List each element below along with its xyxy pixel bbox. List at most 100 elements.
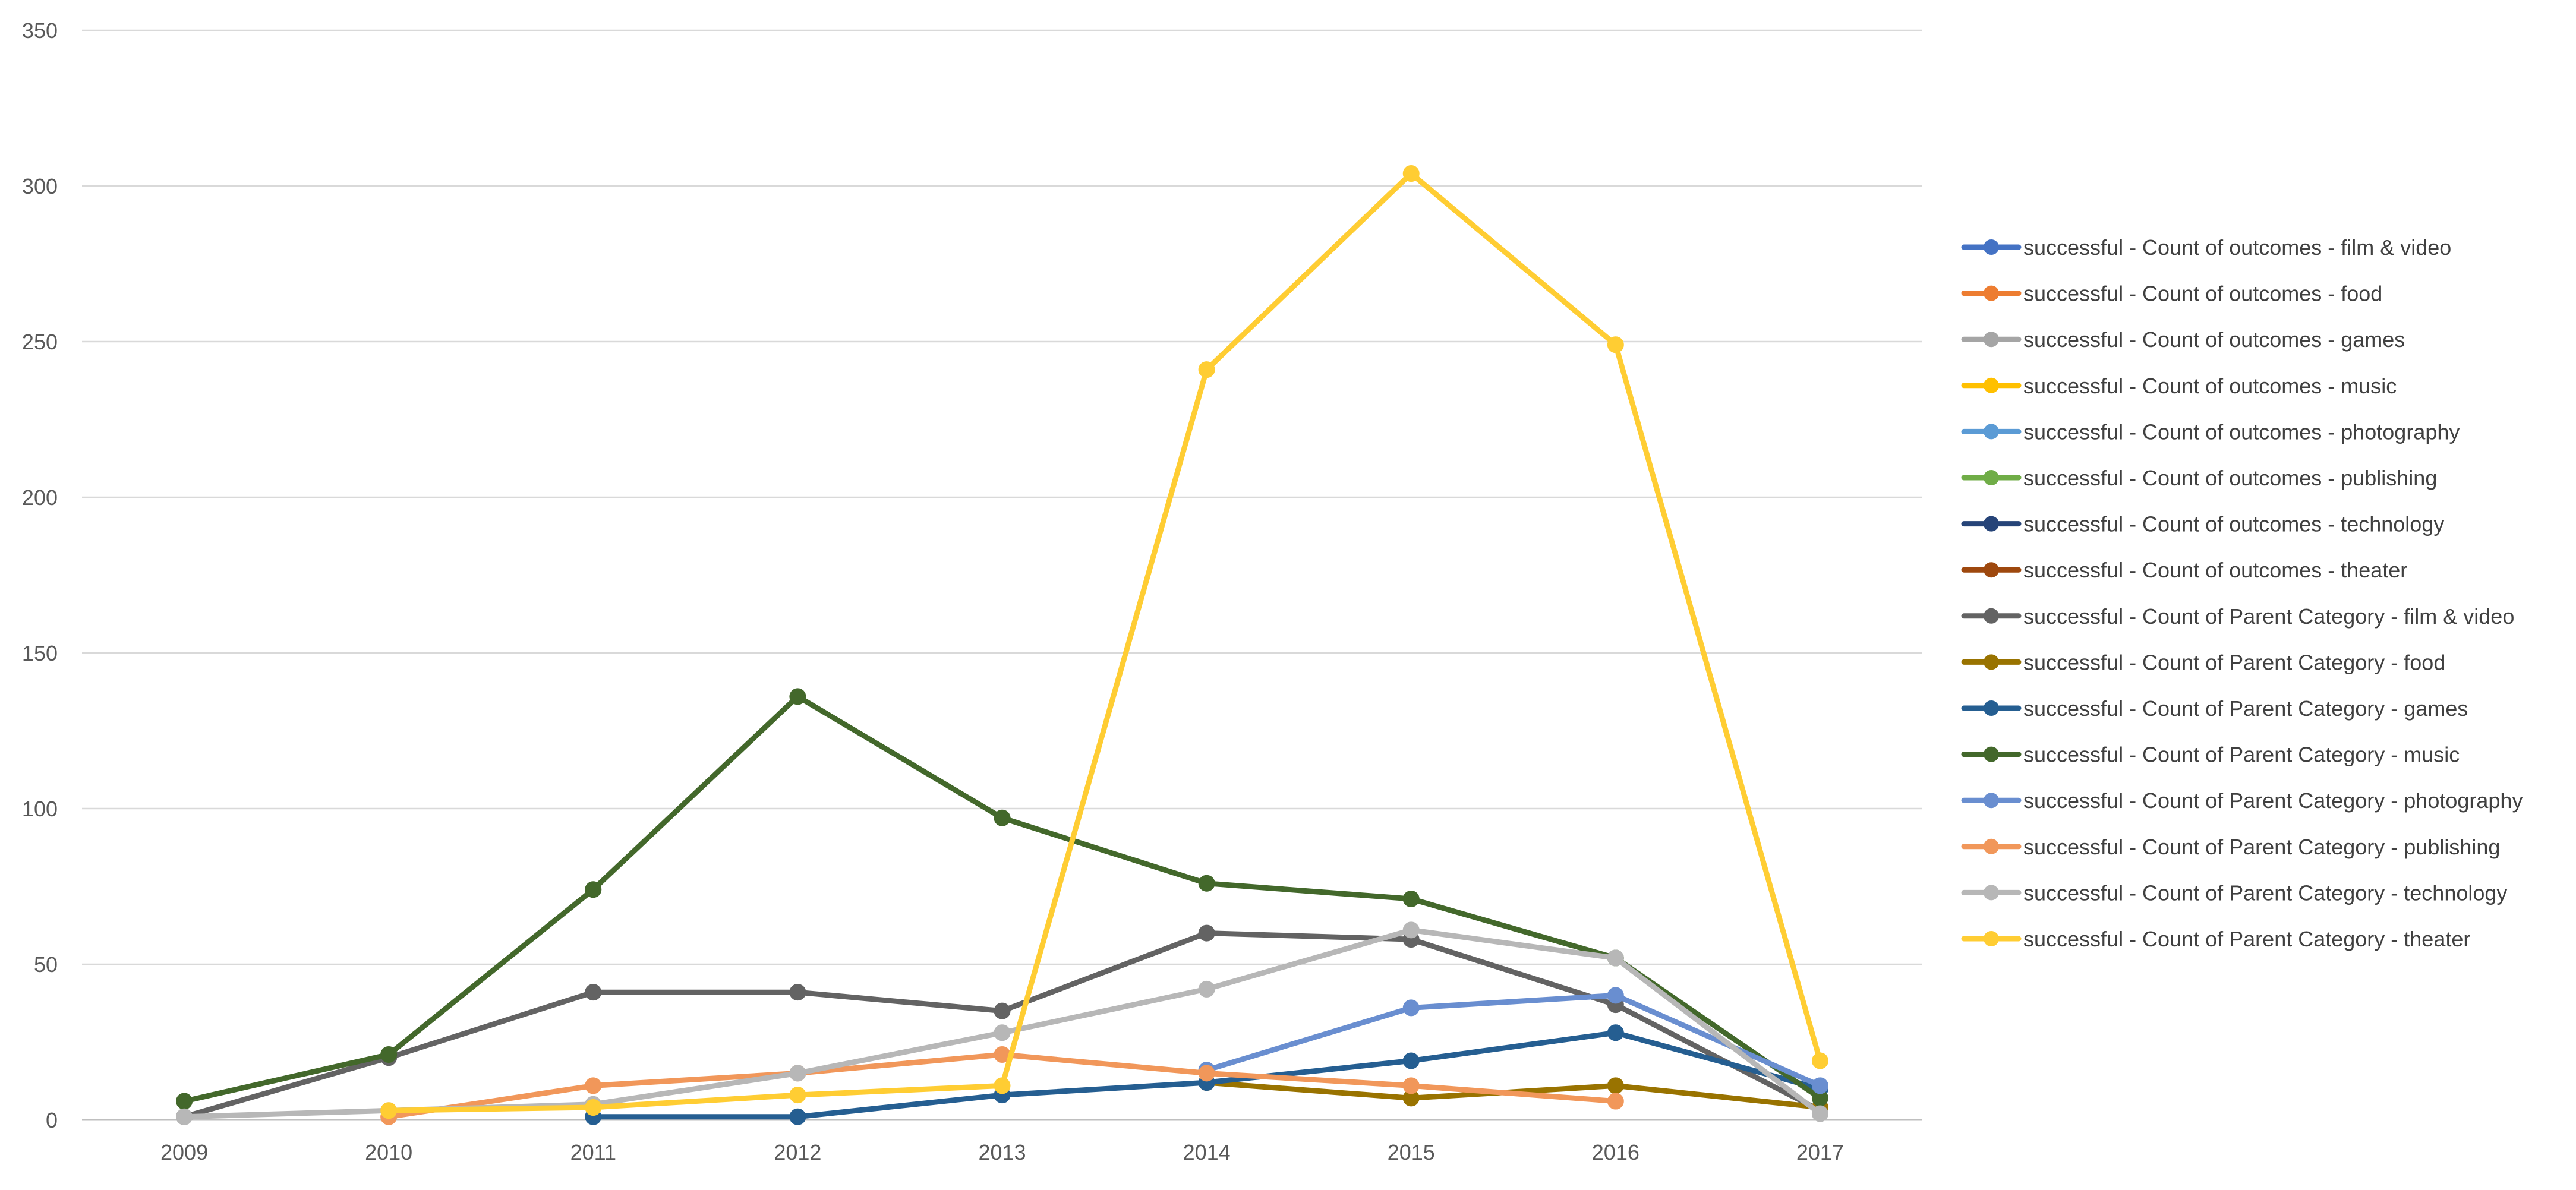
series-line <box>386 171 1823 1113</box>
x-tick-label: 2013 <box>978 1140 1026 1164</box>
data-point <box>1198 924 1215 942</box>
data-point <box>789 1108 806 1125</box>
legend-item: successful - Count of outcomes - photogr… <box>1961 419 2460 444</box>
data-point <box>176 1093 193 1110</box>
legend-swatch-marker <box>1984 516 1999 532</box>
y-tick-label: 250 <box>22 330 58 354</box>
data-point <box>585 881 602 898</box>
legend-swatch-marker <box>1984 285 1999 301</box>
data-point <box>1402 1077 1420 1094</box>
y-tick-label: 200 <box>22 485 58 510</box>
data-point <box>1811 1077 1828 1094</box>
legend-swatch-marker <box>1984 838 1999 854</box>
legend-label: successful - Count of outcomes - photogr… <box>2023 419 2460 444</box>
x-tick-label: 2012 <box>774 1140 821 1164</box>
data-point <box>789 688 806 705</box>
legend-label: successful - Count of Parent Category - … <box>2023 927 2470 951</box>
data-point <box>380 1102 398 1119</box>
legend-swatch-marker <box>1984 239 1999 255</box>
legend-item: successful - Count of Parent Category - … <box>1961 880 2507 905</box>
legend-item: successful - Count of Parent Category - … <box>1961 650 2445 674</box>
legend-swatch-marker <box>1984 746 1999 762</box>
data-point <box>994 1077 1011 1094</box>
data-point <box>1607 336 1624 353</box>
legend-swatch-marker <box>1984 377 1999 393</box>
data-point <box>585 1099 602 1116</box>
data-point <box>1198 1065 1215 1082</box>
legend-label: successful - Count of Parent Category - … <box>2023 835 2500 859</box>
data-point <box>1811 1052 1828 1069</box>
y-tick-label: 150 <box>22 641 58 665</box>
y-axis-ticks: 0 50 100 150 200 250 300 350 <box>22 18 58 1132</box>
legend-item: successful - Count of Parent Category - … <box>1961 743 2460 767</box>
legend-label: successful - Count of outcomes - music <box>2023 374 2397 398</box>
legend-item: successful - Count of Parent Category - … <box>1961 788 2523 813</box>
legend-item: successful - Count of outcomes - games <box>1961 327 2405 352</box>
y-tick-label: 350 <box>22 18 58 43</box>
data-point <box>1811 1105 1828 1122</box>
x-axis-ticks: 2009 2010 2011 2012 2013 2014 2015 2016 2017 <box>160 1140 1844 1164</box>
data-point <box>585 1077 602 1094</box>
data-point <box>994 809 1011 826</box>
legend-swatch-marker <box>1984 931 1999 946</box>
legend-label: successful - Count of outcomes - food <box>2023 282 2382 306</box>
legend-label: successful - Count of outcomes - film & … <box>2023 235 2451 260</box>
legend-item: successful - Count of Parent Category - … <box>1961 927 2470 951</box>
data-point <box>1607 987 1624 1004</box>
data-point <box>994 1002 1011 1019</box>
data-point <box>1402 1052 1420 1069</box>
x-tick-label: 2017 <box>1796 1140 1844 1164</box>
data-point <box>1607 1077 1624 1094</box>
x-tick-label: 2009 <box>160 1140 208 1164</box>
data-point <box>176 1108 193 1125</box>
data-point <box>1402 165 1420 182</box>
data-point <box>1198 875 1215 892</box>
data-point <box>1402 999 1420 1017</box>
y-tick-label: 300 <box>22 174 58 198</box>
legend-item: successful - Count of outcomes - technol… <box>1961 512 2444 536</box>
legend-swatch-marker <box>1984 470 1999 485</box>
legend-label: successful - Count of Parent Category - … <box>2023 880 2507 905</box>
y-tick-label: 100 <box>22 797 58 821</box>
legend-item: successful - Count of outcomes - food <box>1961 282 2382 306</box>
legend-item: successful - Count of outcomes - theater <box>1961 558 2407 582</box>
x-tick-label: 2011 <box>570 1140 616 1164</box>
y-tick-label: 0 <box>46 1108 58 1132</box>
legend-label: successful - Count of outcomes - publish… <box>2023 466 2437 490</box>
data-point <box>789 1087 806 1104</box>
data-point <box>994 1024 1011 1041</box>
x-tick-label: 2014 <box>1183 1140 1231 1164</box>
legend-label: successful - Count of Parent Category - … <box>2023 696 2468 721</box>
data-point <box>1607 949 1624 967</box>
legend-label: successful - Count of Parent Category - … <box>2023 650 2445 674</box>
legend-label: successful - Count of Parent Category - … <box>2023 743 2460 767</box>
legend-item: successful - Count of outcomes - publish… <box>1961 466 2437 490</box>
legend-swatch-marker <box>1984 700 1999 716</box>
x-tick-label: 2010 <box>365 1140 412 1164</box>
legend-swatch-marker <box>1984 654 1999 670</box>
data-point <box>380 1046 398 1063</box>
legend-swatch-marker <box>1984 608 1999 624</box>
legend-item: successful - Count of Parent Category - … <box>1961 835 2500 859</box>
legend-item: successful - Count of Parent Category - … <box>1961 696 2468 721</box>
legend-swatch-marker <box>1984 885 1999 901</box>
legend-label: successful - Count of outcomes - games <box>2023 327 2405 352</box>
legend: successful - Count of outcomes - film & … <box>1961 235 2523 951</box>
series <box>380 165 1828 1119</box>
legend-item: successful - Count of outcomes - film & … <box>1961 235 2451 260</box>
data-point <box>585 984 602 1001</box>
data-point <box>1607 1024 1624 1041</box>
legend-label: successful - Count of Parent Category - … <box>2023 604 2514 629</box>
data-point <box>1607 1093 1624 1110</box>
legend-label: successful - Count of Parent Category - … <box>2023 788 2523 813</box>
x-tick-label: 2015 <box>1388 1140 1435 1164</box>
legend-swatch-marker <box>1984 793 1999 809</box>
series-lines <box>176 165 1828 1125</box>
legend-item: successful - Count of outcomes - music <box>1961 374 2397 398</box>
data-point <box>1402 890 1420 907</box>
legend-item: successful - Count of Parent Category - … <box>1961 604 2514 629</box>
legend-swatch-marker <box>1984 424 1999 440</box>
data-point <box>1198 980 1215 998</box>
